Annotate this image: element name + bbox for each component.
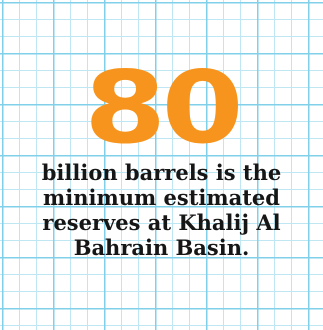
caption-line-4: Bahrain Basin. [73, 235, 250, 260]
caption-line-3: reserves at Khalij Al [42, 210, 281, 235]
caption-line-2: minimum estimated [43, 185, 280, 210]
big-stat-number: 80 [84, 49, 244, 166]
caption-line-1: billion barrels is the [41, 160, 282, 185]
stat-caption: billion barrels is the minimum estimated… [0, 160, 323, 260]
